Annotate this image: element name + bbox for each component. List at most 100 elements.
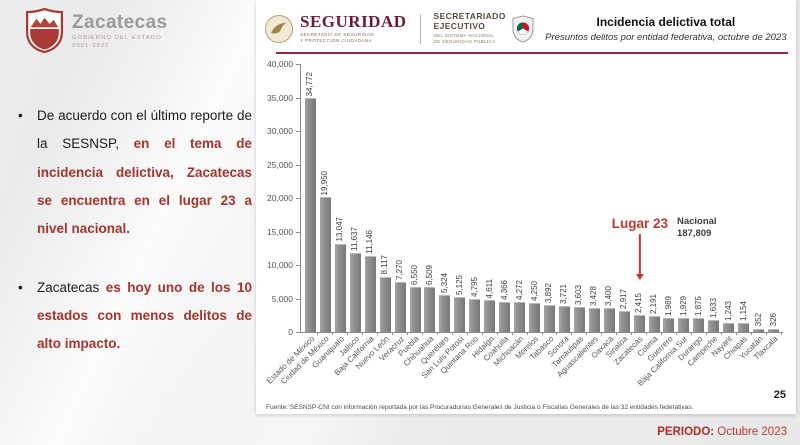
bar-Nayarit [723, 322, 735, 332]
bar-value-label: 11,146 [365, 230, 375, 255]
bar-Michoacán [514, 302, 526, 332]
bar-value-label: 326 [768, 313, 778, 327]
secretariado-subtitle: DEL SISTEMA NACIONAL DE SEGURIDAD PÚBLIC… [433, 33, 496, 45]
zacatecas-shield-icon [26, 8, 63, 53]
source-note: Fuente: SESNSP-CNI con información repor… [266, 404, 694, 411]
y-tick-label: 35,000 [267, 92, 293, 103]
bar-slot: 4,366 Coahuila [482, 64, 513, 363]
bullet-2-normal-text: Zacatecas [37, 279, 106, 295]
bar-value-label: 7,270 [395, 260, 405, 281]
bar-value-label: 5,324 [439, 273, 449, 294]
bar-value-label: 13,047 [335, 217, 345, 242]
bar-value-label: 5,125 [454, 274, 464, 295]
y-tick-mark [296, 231, 300, 233]
sesnsp-shield-icon [512, 14, 534, 43]
lugar-23-annotation: Lugar 23 [612, 216, 668, 280]
chart-title-block: Incidencia delictiva total Presuntos del… [534, 15, 788, 43]
bar-Yucatán [753, 328, 765, 332]
y-tick-mark [296, 298, 300, 300]
bar-value-label: 1,929 [678, 296, 688, 317]
page-number: 25 [773, 389, 786, 401]
bar-Tamaulipas [573, 306, 585, 332]
bar-Sonora [558, 306, 570, 332]
bar-Baja California [364, 256, 376, 332]
bar-value-label: 4,795 [469, 276, 479, 297]
bar-Campeche [708, 320, 720, 332]
bar-Puebla [409, 287, 421, 332]
secretariado-block: SECRETARIADO EJECUTIVO DEL SISTEMA NACIO… [433, 10, 506, 45]
bar-Coahuila [499, 301, 511, 332]
secretariado-title: SECRETARIADO EJECUTIVO [433, 10, 506, 31]
bar-slot: 3,892 Tabasco [528, 64, 558, 362]
bar-value-label: 4,250 [529, 280, 539, 301]
period-footer: PERIODO: Octubre 2023 [657, 426, 787, 438]
plot-area: 34,772 Estado de México 19,950 Ciudad de Mé… [265, 64, 783, 388]
period-label: PERIODO: [657, 426, 715, 438]
y-tick-label: 25,000 [267, 159, 293, 170]
bar-Morelos [529, 302, 541, 332]
bar-Quintana Roo [469, 298, 481, 332]
y-axis: 40,000 35,000 30,000 25,000 20,000 15,000 10,0… [262, 60, 300, 336]
bar-value-label: 6,509 [424, 265, 434, 286]
bar-slot: 11,637 Jalisco [337, 64, 364, 358]
y-tick-label: 10,000 [267, 260, 293, 270]
bar-Estado de México [304, 98, 316, 332]
bar-value-label: 1,243 [723, 300, 733, 321]
y-tick-mark [296, 97, 300, 99]
bar-Aguascalientes [588, 308, 600, 332]
bar-value-label: 3,428 [589, 286, 599, 307]
bar-Sinaloa [618, 311, 630, 332]
bar-Oaxaca [603, 308, 615, 332]
bar-Guanajuato [334, 243, 346, 332]
bar-slot: 4,272 Michoacán [492, 64, 528, 368]
bar-Tabasco [543, 304, 555, 332]
bar-slot: 1,154 Chiapas [722, 64, 752, 361]
bar-Zacatecas [633, 314, 645, 332]
zacatecas-wordmark: Zacatecas GOBIERNO DEL ESTADO 2021-2027 [72, 13, 168, 49]
bar-chart: 40,000 35,000 30,000 25,000 20,000 15,000 10,0… [262, 60, 790, 404]
chart-title: Incidencia delictiva total [596, 14, 736, 29]
bullet-2-highlight-text: es hoy uno de los 10 estados con menos d… [37, 279, 252, 352]
bar-value-label: 6,550 [410, 265, 420, 286]
bar-slot: 4,250 Morelos [514, 64, 543, 361]
bar-Hidalgo [484, 300, 496, 332]
seguridad-title: SEGURIDAD [300, 12, 407, 32]
bar-Chiapas [738, 323, 750, 332]
bar-value-label: 4,611 [484, 278, 494, 299]
bar-slot: 1,875 Durango [676, 64, 707, 362]
content-panel: SEGURIDAD SECRETARÍA DE SEGURIDAD Y PROT… [256, 0, 796, 414]
bar-slot: 4,795 Quintana Roo [439, 64, 483, 376]
bar-Ciudad de México [319, 197, 331, 332]
bullet-1-normal-text: De acuerdo con el último reporte de la S… [37, 108, 252, 152]
bar-value-label: 3,721 [559, 284, 569, 305]
bullet-list: De acuerdo con el último reporte de la S… [10, 102, 252, 389]
bar-slot: 1,989 Guerrero [646, 64, 677, 363]
bar-Nuevo León [379, 276, 391, 332]
bar-value-label: 1,875 [693, 296, 703, 317]
bar-slot: 5,324 Querétaro [419, 64, 453, 366]
bar-Veracruz [394, 282, 406, 332]
annotation-arrow-head-icon [635, 274, 644, 280]
bar-value-label: 4,366 [499, 279, 509, 300]
bar-slot: 1,929 Baja California Sur [636, 64, 692, 388]
bar-value-label: 1,154 [738, 301, 748, 322]
zacatecas-logo: Zacatecas GOBIERNO DEL ESTADO 2021-2027 [26, 8, 168, 53]
bar-value-label: 4,272 [514, 280, 524, 301]
bar-Tlaxcala [768, 328, 780, 332]
lugar-23-label: Lugar 23 [611, 216, 668, 231]
national-value: 187,809 [676, 228, 712, 240]
bar-value-label: 3,400 [604, 286, 614, 307]
bar-slot: 4,611 Hidalgo [470, 64, 498, 360]
bar-slot: 5,125 San Luis Potosí [420, 64, 468, 380]
bar-Chihuahua [424, 287, 436, 332]
national-total: Nacional 187,809 [677, 216, 717, 241]
bullet-item-2: Zacatecas es hoy uno de los 10 estados c… [10, 274, 252, 359]
y-tick-mark [296, 198, 300, 199]
header-rule [276, 52, 788, 54]
y-tick-label: 20,000 [267, 193, 293, 203]
bar-slot: 13,047 Guanajuato [310, 64, 349, 370]
zacatecas-years: 2021-2027 [72, 42, 110, 49]
government-brand: SEGURIDAD SECRETARÍA DE SEGURIDAD Y PROT… [264, 10, 534, 45]
bar-slot: 2,917 Sinaloa [605, 64, 633, 360]
bar-slot: 3,428 Aguascalientes [555, 64, 603, 379]
